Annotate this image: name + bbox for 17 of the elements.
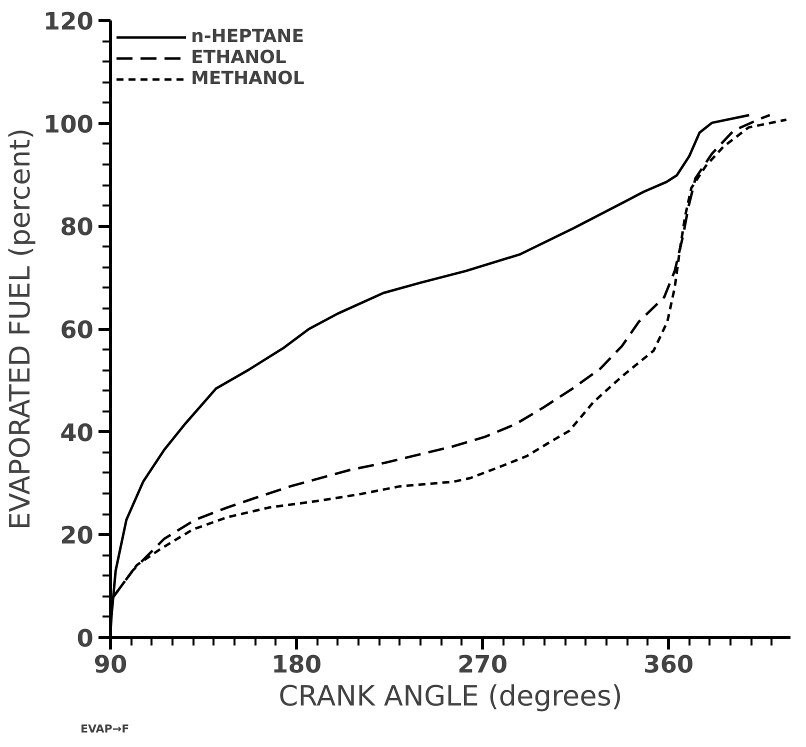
y-tick-label: 40 [60,418,94,447]
x-tick-label: 180 [271,650,322,678]
y-tick-label: 20 [60,522,94,550]
y-tick-label: 60 [60,316,94,344]
x-axis-title: CRANK ANGLE (degrees) [278,680,622,712]
legend-label: ETHANOL [191,47,286,68]
x-tick-label: 270 [457,650,508,678]
legend-label: METHANOL [191,68,304,89]
x-tick-label: 360 [644,650,694,678]
y-tick-label: 0 [76,624,94,652]
y-axis-title: EVAPORATED FUEL (percent) [3,128,36,530]
y-tick-label: 80 [60,213,94,242]
y-tick-label: 100 [43,110,94,138]
text: EVAP→F [80,722,130,736]
x-tick-label: 90 [94,650,128,678]
y-tick-label: 120 [43,8,94,36]
legend-label: n-HEPTANE [191,26,304,47]
